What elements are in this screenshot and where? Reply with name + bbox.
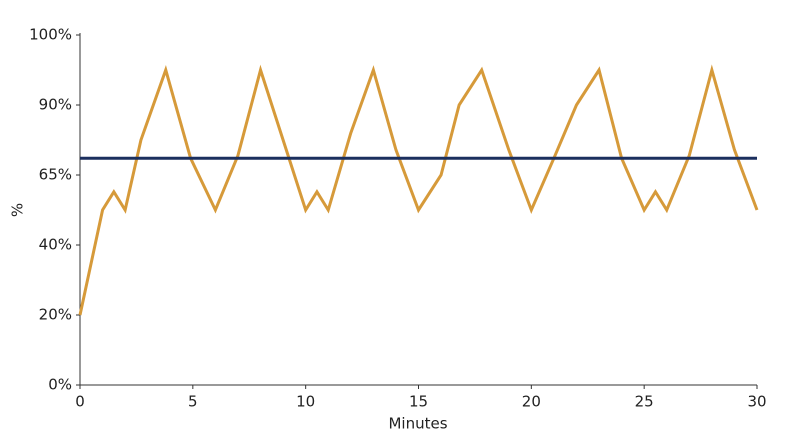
x-tick-label: 25 (635, 393, 654, 411)
y-tick-label: 40% (39, 236, 72, 254)
series-line (78, 64, 759, 316)
x-axis-label: Minutes (388, 415, 447, 433)
x-tick-label: 5 (188, 393, 198, 411)
x-tick-label: 0 (75, 393, 85, 411)
y-tick-label: 90% (39, 96, 72, 114)
y-axis-label: % (9, 203, 27, 217)
y-tick-label: 20% (39, 306, 72, 324)
y-tick-label: 0% (48, 376, 72, 394)
x-tick-label: 10 (296, 393, 315, 411)
x-tick-label: 15 (409, 393, 428, 411)
x-tick-label: 20 (522, 393, 541, 411)
y-tick-label: 65% (39, 166, 72, 184)
x-tick-label: 30 (747, 393, 766, 411)
y-tick-label: 100% (29, 26, 72, 44)
